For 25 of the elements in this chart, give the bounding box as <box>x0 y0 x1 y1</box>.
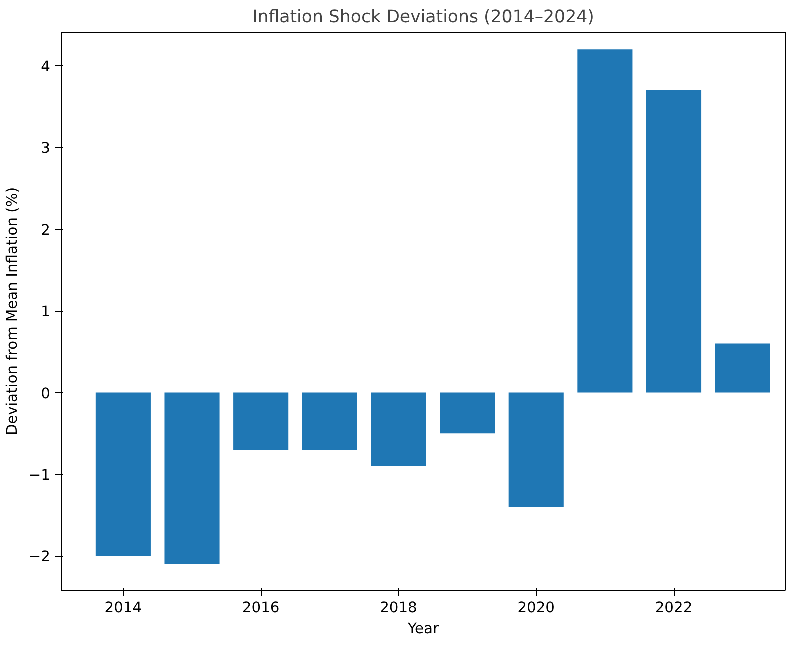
y-tick-label: 4 <box>41 58 51 76</box>
x-axis-title: Year <box>406 620 440 638</box>
bar <box>164 392 220 564</box>
x-tick-label: 2020 <box>518 600 556 616</box>
bar <box>440 392 496 434</box>
y-tick-label: −2 <box>28 548 51 566</box>
bar <box>96 392 151 556</box>
chart-title: Inflation Shock Deviations (2014–2024) <box>252 8 594 28</box>
y-tick-label: 2 <box>41 222 51 239</box>
bar <box>234 392 289 450</box>
y-tick-label: 1 <box>41 304 51 321</box>
bar <box>646 90 702 393</box>
bar <box>508 392 564 508</box>
y-tick-label: 3 <box>41 140 51 158</box>
y-axis-title: Deviation from Mean Inflation (%) <box>4 187 21 436</box>
bar <box>715 344 770 393</box>
y-tick-label: −1 <box>28 466 51 484</box>
bar <box>302 392 358 450</box>
bar <box>371 392 426 466</box>
x-tick-label: 2022 <box>655 600 693 616</box>
bar <box>578 50 633 393</box>
x-tick-label: 2014 <box>104 600 142 616</box>
x-tick-label: 2018 <box>380 600 418 616</box>
x-tick-label: 2016 <box>242 600 280 616</box>
y-tick-label: 0 <box>41 385 51 402</box>
